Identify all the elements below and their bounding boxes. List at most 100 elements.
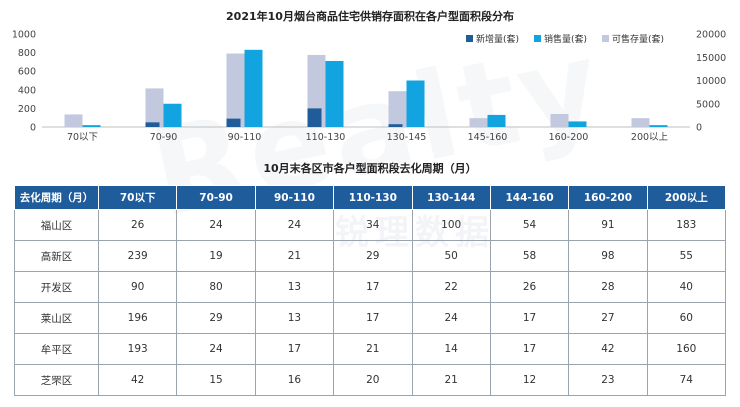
x-axis-tick-label: 145-160: [468, 132, 508, 143]
table-cell: 29: [333, 240, 413, 272]
table-cell: 21: [333, 333, 413, 365]
header-cell: 70以下: [97, 185, 178, 210]
district-cell: 高新区: [14, 240, 99, 272]
left-axis-tick-label: 800: [18, 48, 36, 59]
table-cell: 24: [176, 333, 256, 365]
x-axis-tick-label: 90-110: [228, 132, 262, 143]
table-cell: 26: [97, 209, 178, 241]
table-cell: 21: [254, 240, 335, 272]
district-cell: 芝罘区: [14, 364, 99, 396]
x-axis-tick-label: 200以上: [631, 132, 669, 143]
legend-swatch: [534, 35, 541, 42]
table-cell: 17: [333, 271, 413, 303]
bar-sales: [244, 49, 263, 128]
x-axis-tick-label: 130-145: [387, 132, 427, 143]
table-cell: 160: [646, 333, 727, 365]
x-axis-tick-label: 110-130: [306, 132, 346, 143]
header-cell: 130-144: [411, 185, 491, 210]
bar-new-supply: [388, 124, 403, 127]
table-header-row: 去化周期（月） 70以下 70-90 90-110 110-130 130-14…: [14, 185, 727, 210]
table-row: 芝罘区 42 15 16 20 21 12 23 74: [14, 364, 727, 396]
table-cell: 19: [176, 240, 256, 272]
legend-label: 可售存量(套): [612, 33, 664, 45]
left-axis-tick-label: 600: [18, 67, 36, 78]
left-axis-tick-label: 200: [18, 104, 36, 115]
bar-stock: [388, 91, 407, 127]
destocking-cycle-table: 去化周期（月） 70以下 70-90 90-110 110-130 130-14…: [14, 185, 727, 396]
table-cell: 26: [489, 271, 570, 303]
bar-stock: [64, 114, 83, 127]
bar-sales: [487, 114, 506, 127]
district-cell: 莱山区: [14, 302, 99, 334]
table-cell: 50: [411, 240, 491, 272]
table-cell: 239: [97, 240, 178, 272]
table-cell: 74: [646, 364, 727, 396]
bar-stock: [550, 113, 569, 127]
table-row: 牟平区 193 24 17 21 14 17 42 160: [14, 333, 727, 365]
right-axis-tick-label: 0: [696, 123, 702, 134]
table-row: 开发区 90 80 13 17 22 26 28 40: [14, 271, 727, 303]
right-axis-tick-label: 15000: [696, 53, 726, 64]
header-cell: 200以上: [646, 185, 727, 210]
table-cell: 193: [97, 333, 178, 365]
x-axis-tick-label: 70以下: [67, 132, 98, 143]
table-cell: 90: [97, 271, 178, 303]
left-axis-tick-label: 1000: [12, 30, 36, 41]
legend-swatch: [602, 35, 609, 42]
bar-stock: [145, 88, 164, 127]
table-cell: 13: [254, 302, 335, 334]
table-cell: 14: [411, 333, 491, 365]
bar-sales: [568, 121, 587, 127]
table-cell: 17: [489, 333, 570, 365]
table-cell: 12: [489, 364, 570, 396]
x-axis-tick-label: 160-200: [549, 132, 589, 143]
table-row: 莱山区 196 29 13 17 24 17 27 60: [14, 302, 727, 334]
right-axis-tick-label: 10000: [696, 76, 726, 87]
bar-chart: 2021年10月烟台商品住宅供销存面积在各户型面积段分布 0 200 400 600 80…: [0, 0, 740, 150]
table-cell: 17: [254, 333, 335, 365]
header-cell: 去化周期（月）: [14, 185, 99, 210]
header-cell: 90-110: [254, 185, 335, 210]
header-cell: 160-200: [568, 185, 648, 210]
table-cell: 27: [568, 302, 648, 334]
bar-new-supply: [307, 108, 322, 127]
bar-new-supply: [226, 118, 241, 127]
table-cell: 22: [411, 271, 491, 303]
chart-title: 2021年10月烟台商品住宅供销存面积在各户型面积段分布: [226, 9, 514, 23]
bar-sales: [325, 60, 344, 127]
table-cell: 17: [333, 302, 413, 334]
district-cell: 福山区: [14, 209, 99, 241]
bar-stock: [469, 118, 488, 127]
table-row: 高新区 239 19 21 29 50 58 98 55: [14, 240, 727, 272]
bar-sales: [649, 125, 668, 127]
right-axis-tick-label: 5000: [696, 99, 720, 110]
right-axis-tick-label: 20000: [696, 30, 726, 41]
table-cell: 183: [646, 209, 727, 241]
table-cell: 21: [411, 364, 491, 396]
table-cell: 60: [646, 302, 727, 334]
table-cell: 42: [568, 333, 648, 365]
table-cell: 28: [568, 271, 648, 303]
table-cell: 24: [176, 209, 256, 241]
table-cell: 42: [97, 364, 178, 396]
table-cell: 34: [333, 209, 413, 241]
left-axis-tick-label: 0: [30, 123, 36, 134]
table-cell: 80: [176, 271, 256, 303]
header-cell: 144-160: [489, 185, 570, 210]
table-cell: 16: [254, 364, 335, 396]
bar-stock: [631, 118, 650, 127]
district-cell: 开发区: [14, 271, 99, 303]
table-cell: 24: [411, 302, 491, 334]
legend-label: 新增量(套): [476, 33, 519, 45]
table-cell: 40: [646, 271, 727, 303]
table-cell: 55: [646, 240, 727, 272]
bar-sales: [82, 125, 101, 127]
table-cell: 100: [411, 209, 491, 241]
chart-canvas: 2021年10月烟台商品住宅供销存面积在各户型面积段分布 0 200 400 600 80…: [12, 9, 726, 143]
table-cell: 20: [333, 364, 413, 396]
table-cell: 54: [489, 209, 570, 241]
left-axis-tick-label: 400: [18, 85, 36, 96]
bar-sales: [406, 80, 425, 127]
table-cell: 29: [176, 302, 256, 334]
legend-label: 销售量(套): [544, 33, 587, 45]
